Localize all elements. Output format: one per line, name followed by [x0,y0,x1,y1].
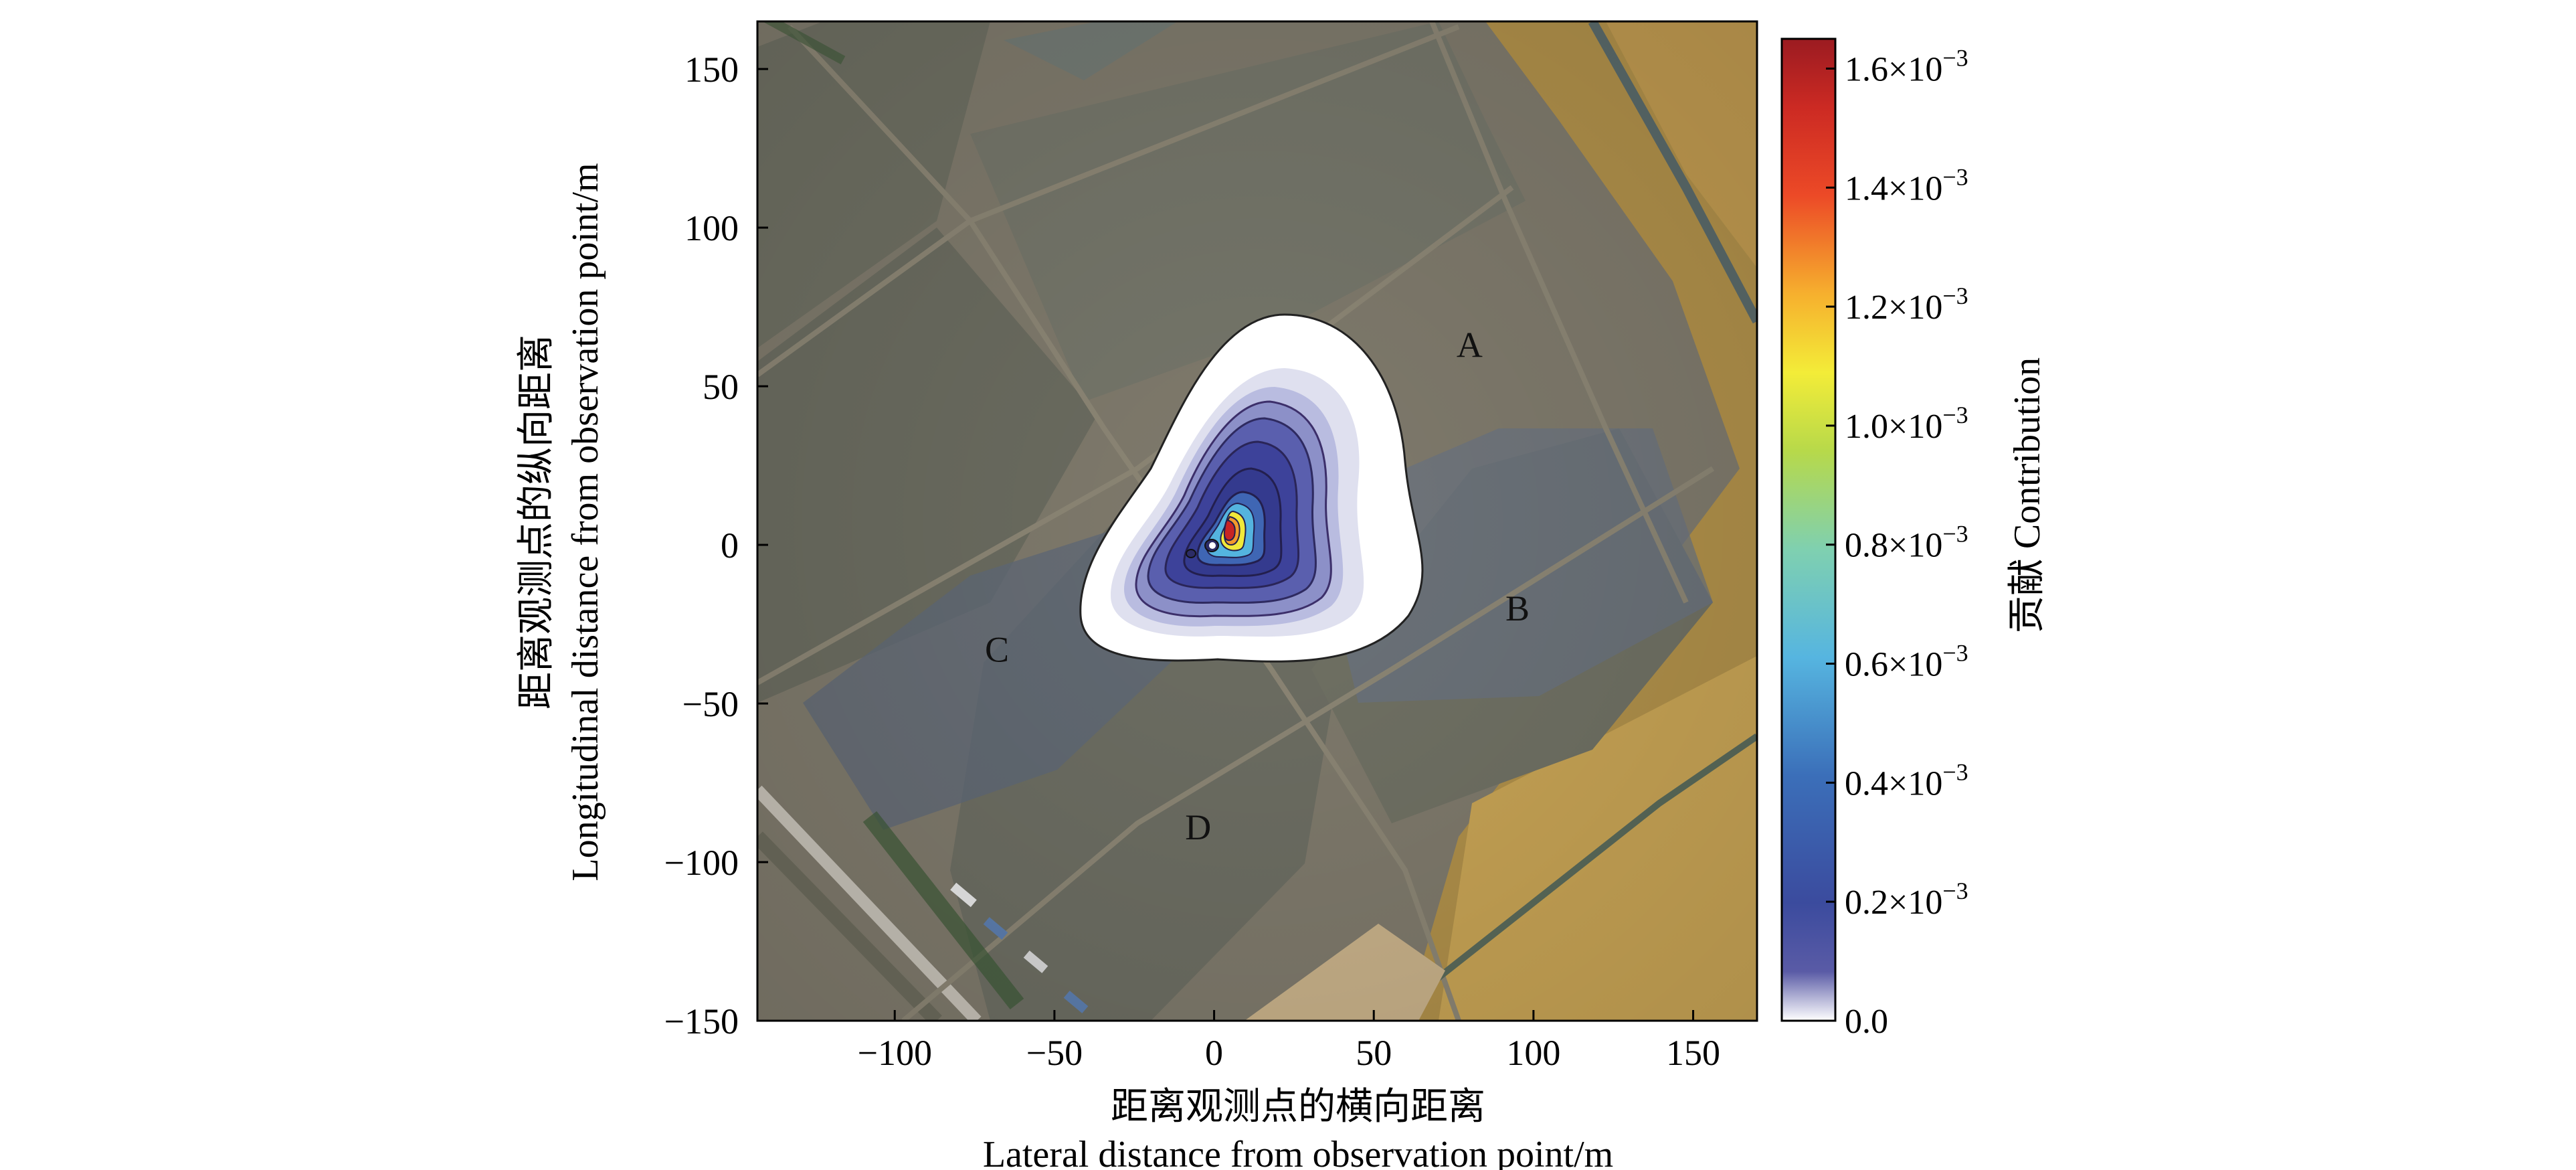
field-label: C [985,629,1009,669]
x-tick-label: 0 [1205,1033,1223,1073]
x-tick-label: −50 [1026,1033,1083,1073]
colorbar-tick-label: 0.0 [1845,1003,1888,1041]
colorbar [1780,37,1837,1022]
colorbar-tick-label: 0.2×10−3 [1845,878,1968,922]
colorbar-tick-label: 1.0×10−3 [1845,402,1968,446]
y-axis-label-cn: 距离观测点的纵向距离 [516,335,557,709]
colorbar-label: 贡献 Contribution [2007,357,2048,633]
y-tick-label: −150 [664,1001,739,1041]
observation-point-marker [1209,542,1216,549]
colorbar-tick-label: 0.8×10−3 [1845,521,1968,565]
y-tick-label: −100 [664,843,739,883]
y-tick-label: 100 [684,208,739,248]
colorbar-tick-label: 1.2×10−3 [1845,282,1968,327]
colorbar-tick-label: 0.6×10−3 [1845,640,1968,684]
contour-peak [1223,519,1236,541]
field-labels: A B C D [985,325,1530,847]
x-tick-label: 150 [1666,1033,1720,1073]
x-axis-ticks: −100 −50 0 50 100 150 [858,1010,1720,1073]
field-label: A [1457,325,1483,365]
x-tick-label: 50 [1356,1033,1392,1073]
colorbar-tick-label: 1.6×10−3 [1845,44,1968,88]
colorbar-tick-label: 0.4×10−3 [1845,758,1968,803]
y-axis-label-en: Longitudinal distance from observation p… [565,163,606,881]
x-axis-label-en: Lateral distance from observation point/… [983,1134,1613,1170]
field-label: B [1505,588,1530,629]
colorbar-ticks: 0.0 0.2×10−3 0.4×10−3 0.6×10−3 0.8×10−3 1.0×1… [1826,44,1968,1041]
y-axis-ticks: −150 −100 −50 0 50 100 150 [664,50,768,1041]
x-tick-label: 100 [1506,1033,1560,1073]
plot-frame [756,20,1758,1022]
x-tick-label: −100 [858,1033,932,1073]
field-label: D [1185,807,1211,847]
x-axis-label-cn: 距离观测点的横向距离 [1111,1086,1485,1128]
y-tick-label: 150 [684,50,739,90]
inner-blob-small [1186,549,1196,558]
y-tick-label: 0 [721,525,739,566]
y-tick-label: −50 [682,684,739,724]
y-tick-label: 50 [703,367,739,407]
colorbar-tick-label: 1.4×10−3 [1845,163,1968,207]
footprint-contours [1079,313,1424,663]
